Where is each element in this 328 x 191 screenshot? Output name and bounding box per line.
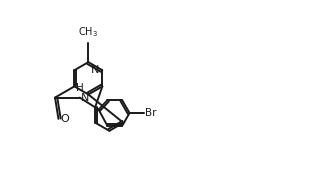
Text: O: O <box>61 114 70 124</box>
Text: CH$_3$: CH$_3$ <box>78 25 98 39</box>
Text: H: H <box>76 83 84 93</box>
Text: Br: Br <box>145 108 157 118</box>
Text: N: N <box>80 93 89 103</box>
Text: N: N <box>91 65 100 75</box>
